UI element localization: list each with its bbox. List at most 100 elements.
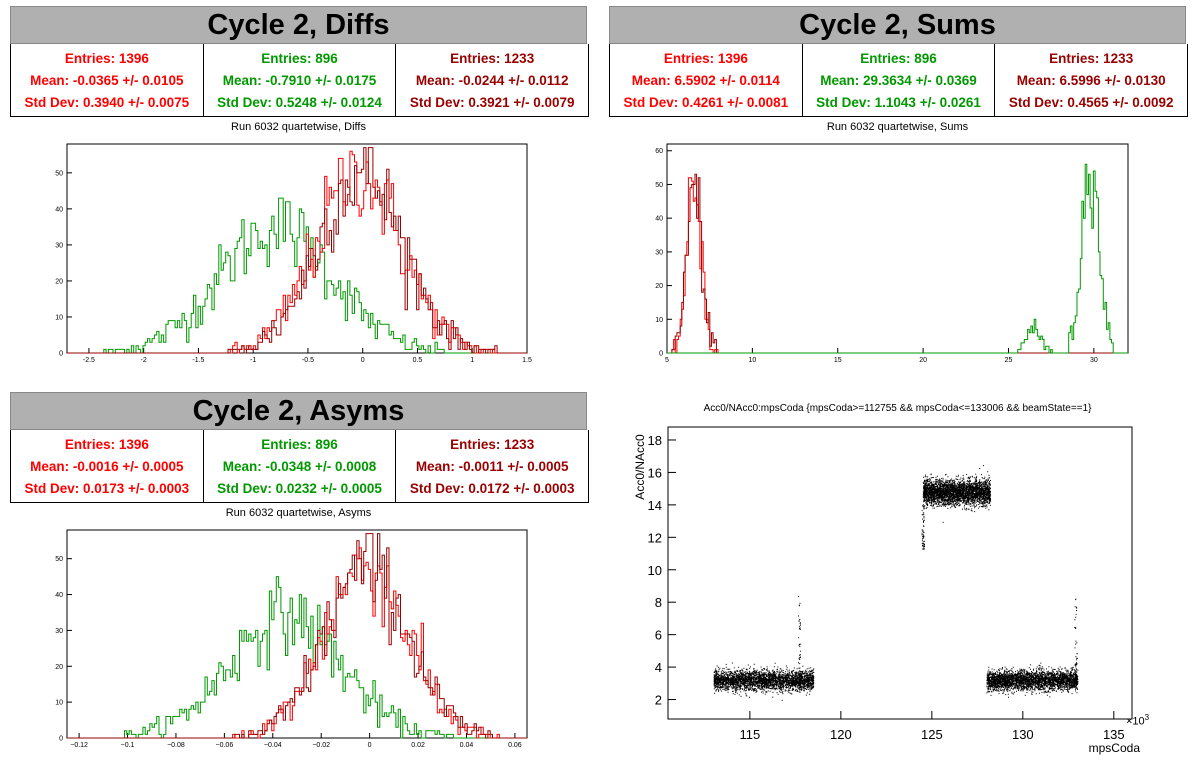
- x-tick-label: 1.5: [522, 357, 532, 364]
- series-line: [667, 177, 1128, 354]
- mean-label: Mean: -0.0348 +/- 0.0008: [222, 458, 377, 474]
- x-tick-label: 25: [1005, 357, 1013, 364]
- x-tick-label: −0.12: [70, 742, 88, 749]
- entries-label: Entries: 1233: [450, 50, 535, 66]
- x-tick-label: −0.06: [216, 742, 234, 749]
- y-tick-label: 20: [655, 283, 663, 290]
- y-tick-label: 30: [55, 242, 63, 249]
- y-tick-label: 4: [655, 660, 662, 675]
- sums-subtitle: Run 6032 quartetwise, Sums: [826, 121, 969, 133]
- x-tick-label: −0.08: [167, 742, 185, 749]
- y-tick-label: 60: [655, 148, 663, 155]
- x-tick-label: −0.04: [264, 742, 282, 749]
- mean-label: Mean: 6.5996 +/- 0.0130: [1016, 72, 1166, 88]
- series-line: [67, 547, 527, 739]
- stddev-label: Std Dev: 0.4261 +/- 0.0081: [623, 94, 789, 110]
- x-tick-label: 125: [921, 727, 943, 742]
- y-tick-label: 30: [55, 628, 63, 635]
- entries-label: Entries: 1233: [450, 436, 535, 452]
- diffs-stats-darkred: Entries: 1233 Mean: -0.0244 +/- 0.0112 S…: [395, 44, 588, 116]
- series-line: [67, 533, 527, 739]
- x-tick-label: 0.06: [508, 742, 522, 749]
- x-tick-label: 0.5: [413, 357, 423, 364]
- entries-label: Entries: 896: [261, 50, 338, 66]
- mean-label: Mean: -0.7910 +/- 0.0175: [222, 72, 377, 88]
- plot-frame: [666, 143, 1129, 354]
- x-tick-label: -1.5: [192, 357, 204, 364]
- scatter-points: [713, 465, 1079, 701]
- x-exponent-power: 3: [1144, 713, 1150, 722]
- entries-label: Entries: 896: [860, 50, 937, 66]
- plot-frame: [66, 143, 528, 354]
- x-tick-label: 115: [740, 727, 761, 742]
- diffs-subtitle: Run 6032 quartetwise, Diffs: [231, 121, 366, 133]
- series-line: [67, 197, 527, 354]
- y-tick-label: 8: [655, 595, 662, 610]
- asyms-subtitle: Run 6032 quartetwise, Asyms: [225, 507, 372, 519]
- y-tick-label: 0: [59, 736, 63, 743]
- y-tick-label: 10: [655, 317, 663, 324]
- stddev-label: Std Dev: 0.4565 +/- 0.0092: [1008, 94, 1174, 110]
- stddev-label: Std Dev: 1.1043 +/- 0.0261: [816, 94, 981, 110]
- mean-label: Mean: -0.0016 +/- 0.0005: [30, 458, 184, 474]
- entries-label: Entries: 1233: [1049, 50, 1134, 66]
- plot-frame: [667, 426, 1133, 720]
- y-tick-label: 6: [655, 628, 662, 643]
- x-tick-label: -1: [250, 357, 256, 364]
- entries-label: Entries: 1396: [64, 436, 149, 452]
- stddev-label: Std Dev: 0.3921 +/- 0.0079: [409, 94, 575, 110]
- stddev-label: Std Dev: 0.0232 +/- 0.0005: [217, 480, 382, 496]
- x-tick-label: -2: [141, 357, 147, 364]
- entries-label: Entries: 1396: [663, 50, 748, 66]
- x-tick-label: 135: [1103, 727, 1125, 742]
- x-tick-label: 1: [470, 357, 474, 364]
- x-tick-label: 130: [1012, 727, 1034, 742]
- diffs-stats-red: Entries: 1396 Mean: -0.0365 +/- 0.0105 S…: [11, 44, 203, 116]
- y-tick-label: 0: [59, 351, 63, 358]
- x-tick-label: 30: [1090, 357, 1098, 364]
- sums-stats-box: Entries: 1396 Mean: 6.5902 +/- 0.0114 St…: [609, 44, 1188, 117]
- x-tick-label: -2.5: [83, 357, 95, 364]
- x-tick-label: 0: [361, 357, 365, 364]
- asyms-title: Cycle 2, Asyms: [10, 392, 587, 430]
- entries-label: Entries: 896: [261, 436, 338, 452]
- y-tick-label: 10: [55, 700, 63, 707]
- series-line: [667, 173, 1128, 354]
- y-tick-label: 20: [55, 664, 63, 671]
- y-tick-label: 10: [55, 314, 63, 321]
- y-tick-label: 50: [655, 182, 663, 189]
- y-tick-label: 50: [55, 556, 63, 563]
- asyms-stats-red: Entries: 1396 Mean: -0.0016 +/- 0.0005 S…: [11, 430, 203, 502]
- x-tick-label: −0.1: [121, 742, 135, 749]
- diffs-stats-box: Entries: 1396 Mean: -0.0365 +/- 0.0105 S…: [10, 44, 589, 117]
- y-tick-label: 40: [55, 206, 63, 213]
- y-tick-label: 0: [659, 351, 663, 358]
- x-tick-label: 120: [830, 727, 852, 742]
- y-tick-label: 2: [655, 693, 662, 708]
- y-tick-label: 14: [648, 498, 662, 513]
- stddev-label: Std Dev: 0.0172 +/- 0.0003: [409, 480, 575, 496]
- y-tick-label: 12: [648, 530, 662, 545]
- mean-label: Mean: -0.0244 +/- 0.0112: [415, 72, 569, 88]
- scatter-title: Acc0/NAcc0:mpsCoda {mpsCoda>=112755 && m…: [703, 403, 1092, 414]
- x-tick-label: 15: [834, 357, 842, 364]
- sums-stats-red: Entries: 1396 Mean: 6.5902 +/- 0.0114 St…: [610, 44, 802, 116]
- mean-label: Mean: 29.3634 +/- 0.0369: [820, 72, 977, 88]
- y-tick-label: 30: [655, 249, 663, 256]
- x-tick-label: -0.5: [302, 357, 314, 364]
- sums-stats-green: Entries: 896 Mean: 29.3634 +/- 0.0369 St…: [801, 44, 995, 116]
- x-tick-label: −0.02: [312, 742, 330, 749]
- asyms-stats-green: Entries: 896 Mean: -0.0348 +/- 0.0008 St…: [202, 430, 396, 502]
- stddev-label: Std Dev: 0.0173 +/- 0.0003: [24, 480, 190, 496]
- mean-label: Mean: -0.0011 +/- 0.0005: [415, 458, 569, 474]
- x-tick-label: 0.04: [460, 742, 474, 749]
- x-tick-label: 5: [665, 357, 669, 364]
- x-tick-label: 0: [368, 742, 372, 749]
- mean-label: Mean: -0.0365 +/- 0.0105: [30, 72, 184, 88]
- scatter-ylabel: Acc0/NAcc0: [633, 434, 647, 500]
- diffs-stats-green: Entries: 896 Mean: -0.7910 +/- 0.0175 St…: [202, 44, 396, 116]
- scatter-xlabel: mpsCoda: [1088, 741, 1140, 755]
- x-tick-label: 20: [919, 357, 927, 364]
- asyms-stats-box: Entries: 1396 Mean: -0.0016 +/- 0.0005 S…: [10, 430, 589, 503]
- series-line: [67, 576, 527, 739]
